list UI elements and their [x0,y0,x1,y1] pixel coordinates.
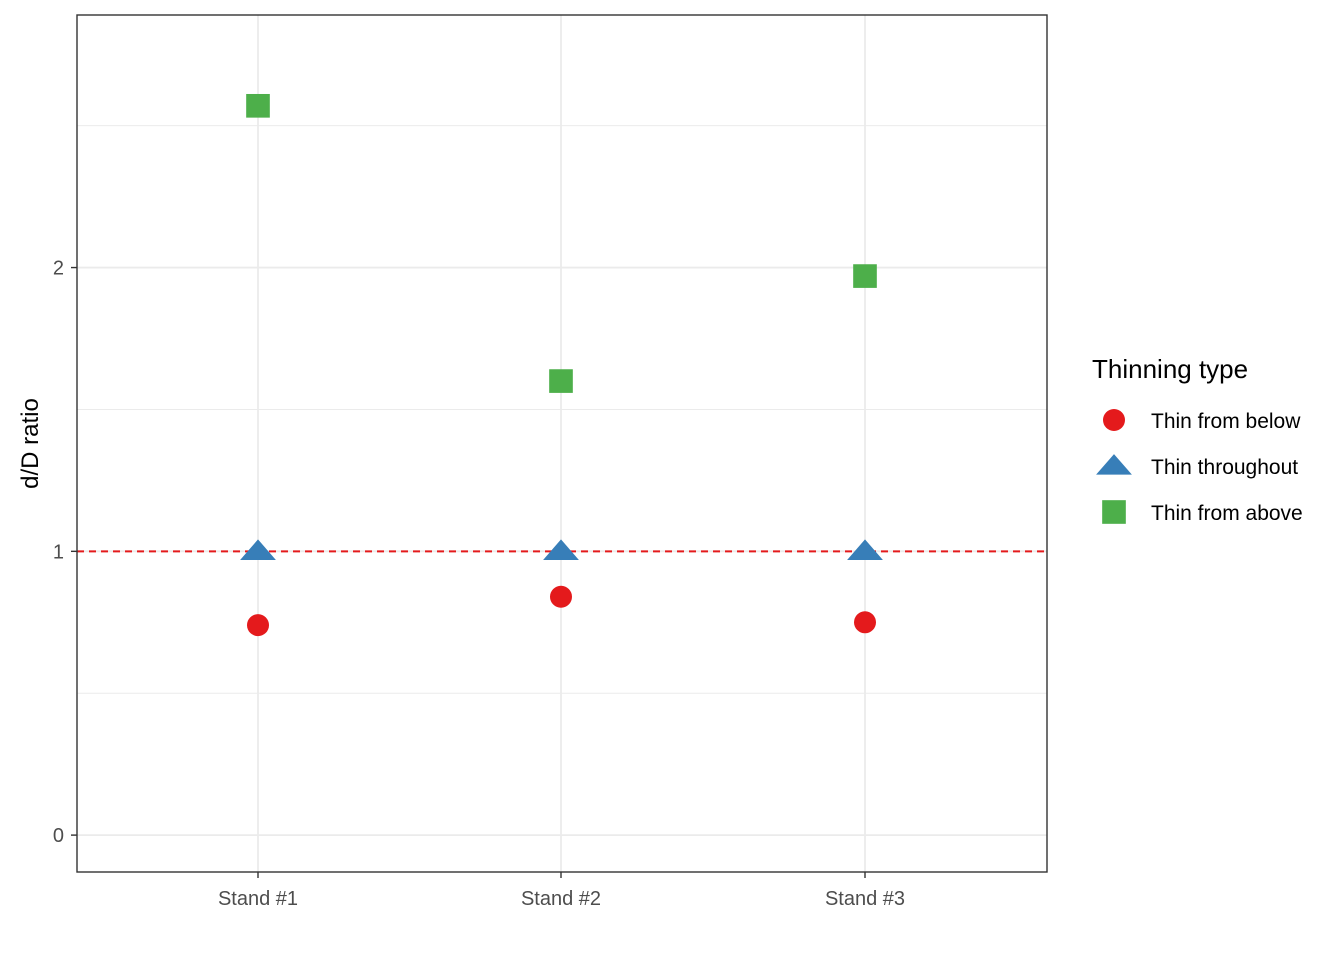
point-thin-throughout [240,539,276,560]
legend-key-square [1102,500,1126,524]
legend-key-circle [1103,409,1125,431]
point-thin-from-above [549,369,573,393]
point-thin-from-above [246,93,270,118]
legend-label: Thin from above [1151,502,1303,525]
panel-border [76,14,1048,873]
point-thin-throughout [543,539,579,560]
legend-title: Thinning type [1092,354,1248,384]
legend: Thinning type Thin from below Thin throug… [1092,354,1303,525]
legend-label: Thin from below [1151,410,1301,433]
y-tick-label: 1 [53,541,64,563]
point-thin-from-below [854,611,876,634]
legend-items: Thin from below Thin throughout Thin from … [1096,409,1303,525]
legend-label: Thin throughout [1151,456,1298,479]
grid-layer [77,15,1047,872]
legend-key-triangle [1096,454,1132,475]
axis-layer: 0 1 2 Stand #1 Stand #2 Stand #3 [53,258,905,910]
y-axis-title: d/D ratio [17,398,44,489]
y-tick-label: 2 [53,258,64,280]
x-tick-label: Stand #1 [218,888,298,910]
point-thin-throughout [847,539,883,560]
point-thin-from-below [550,585,572,608]
point-thin-from-above [853,264,877,288]
x-tick-label: Stand #3 [825,888,905,910]
y-tick-label: 0 [53,825,64,847]
point-thin-from-below [247,614,269,637]
marks-layer [240,93,883,637]
x-tick-label: Stand #2 [521,888,601,910]
